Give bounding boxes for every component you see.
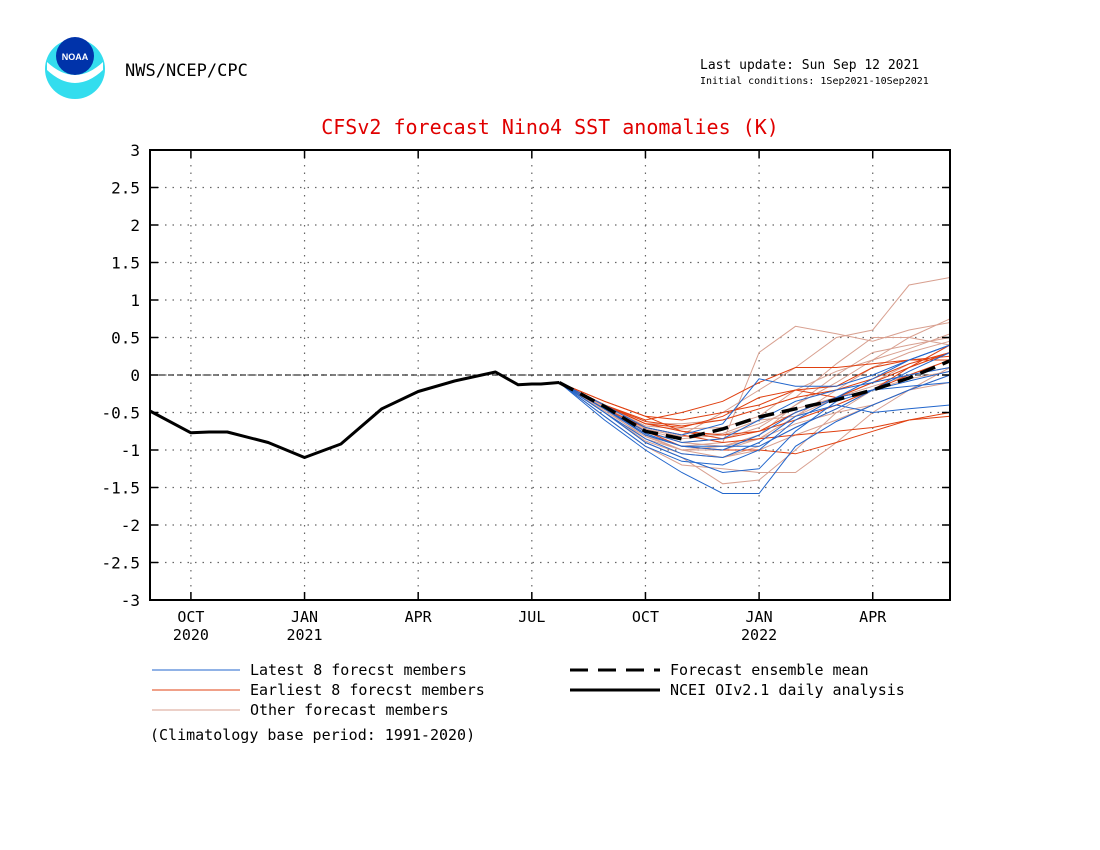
logo-wave	[47, 62, 103, 83]
logo-text: NOAA	[62, 52, 89, 62]
x-tick-label: APR	[405, 608, 433, 626]
x-tick-label: OCT	[632, 608, 659, 626]
member-line-earliest	[558, 344, 951, 440]
noaa-logo: NOAA	[45, 37, 105, 99]
member-line-latest	[558, 382, 951, 451]
member-line-latest	[558, 344, 951, 436]
y-tick-label: 0	[130, 366, 140, 385]
y-tick-label: 3	[130, 141, 140, 160]
member-line-latest	[558, 374, 951, 494]
member-line-earliest	[558, 359, 950, 421]
legend-label-latest: Latest 8 forecst members	[250, 661, 467, 679]
legend: Latest 8 forecst members Earliest 8 fore…	[150, 661, 905, 744]
x-tick-label: APR	[859, 608, 887, 626]
y-tick-label: -0.5	[101, 404, 140, 423]
ensemble-mean-line	[558, 359, 951, 441]
legend-label-analysis: NCEI OIv2.1 daily analysis	[670, 681, 905, 699]
x-tick-label: JAN	[291, 608, 318, 626]
y-tick-label: -2	[121, 516, 140, 535]
agency-label: NWS/NCEP/CPC	[125, 61, 248, 81]
y-axis: 3 2.5 2 1.5 1 0.5 0 -0.5 -1 -1.5 -2 -2.5 -3	[101, 141, 950, 610]
last-update-text: Last update: Sun Sep 12 2021	[700, 58, 919, 73]
legend-label-other: Other forecast members	[250, 701, 449, 719]
plot-area: 32.521.510.50-0.5-1-1.5-2-2.5-3 OCT2020J…	[101, 141, 951, 644]
y-tick-label: -3	[121, 591, 140, 610]
chart-title: CFSv2 forecast Nino4 SST anomalies (K)	[321, 115, 779, 139]
x-tick-year-label: 2020	[173, 626, 209, 644]
member-line-latest	[558, 382, 951, 459]
member-line-latest	[558, 352, 951, 447]
member-line-earliest	[558, 352, 951, 427]
y-tick-label: 0.5	[111, 329, 140, 348]
x-tick-label: JAN	[746, 608, 773, 626]
member-line-latest	[558, 344, 951, 466]
x-tick-year-label: 2022	[741, 626, 777, 644]
y-tick-label: -1	[121, 441, 140, 460]
y-tick-label: 1.5	[111, 254, 140, 273]
y-tick-label: 2	[130, 216, 140, 235]
climatology-note: (Climatology base period: 1991-2020)	[150, 726, 475, 744]
ensemble-mean-series	[558, 359, 951, 441]
y-tick-label: -1.5	[101, 479, 140, 498]
legend-label-mean: Forecast ensemble mean	[670, 661, 869, 679]
logo-inner-disc	[56, 37, 94, 75]
legend-label-earliest: Earliest 8 forecst members	[250, 681, 485, 699]
y-tick-label: 2.5	[111, 179, 140, 198]
initial-conditions-text: Initial conditions: 1Sep2021-10Sep2021	[700, 76, 929, 87]
y-tick-label: 1	[130, 291, 140, 310]
analysis-line	[149, 370, 560, 459]
x-tick-label: JUL	[518, 608, 545, 626]
x-tick-year-label: 2021	[286, 626, 322, 644]
x-tick-label: OCT	[177, 608, 204, 626]
y-tick-label: -2.5	[101, 554, 140, 573]
analysis-series	[149, 370, 560, 459]
